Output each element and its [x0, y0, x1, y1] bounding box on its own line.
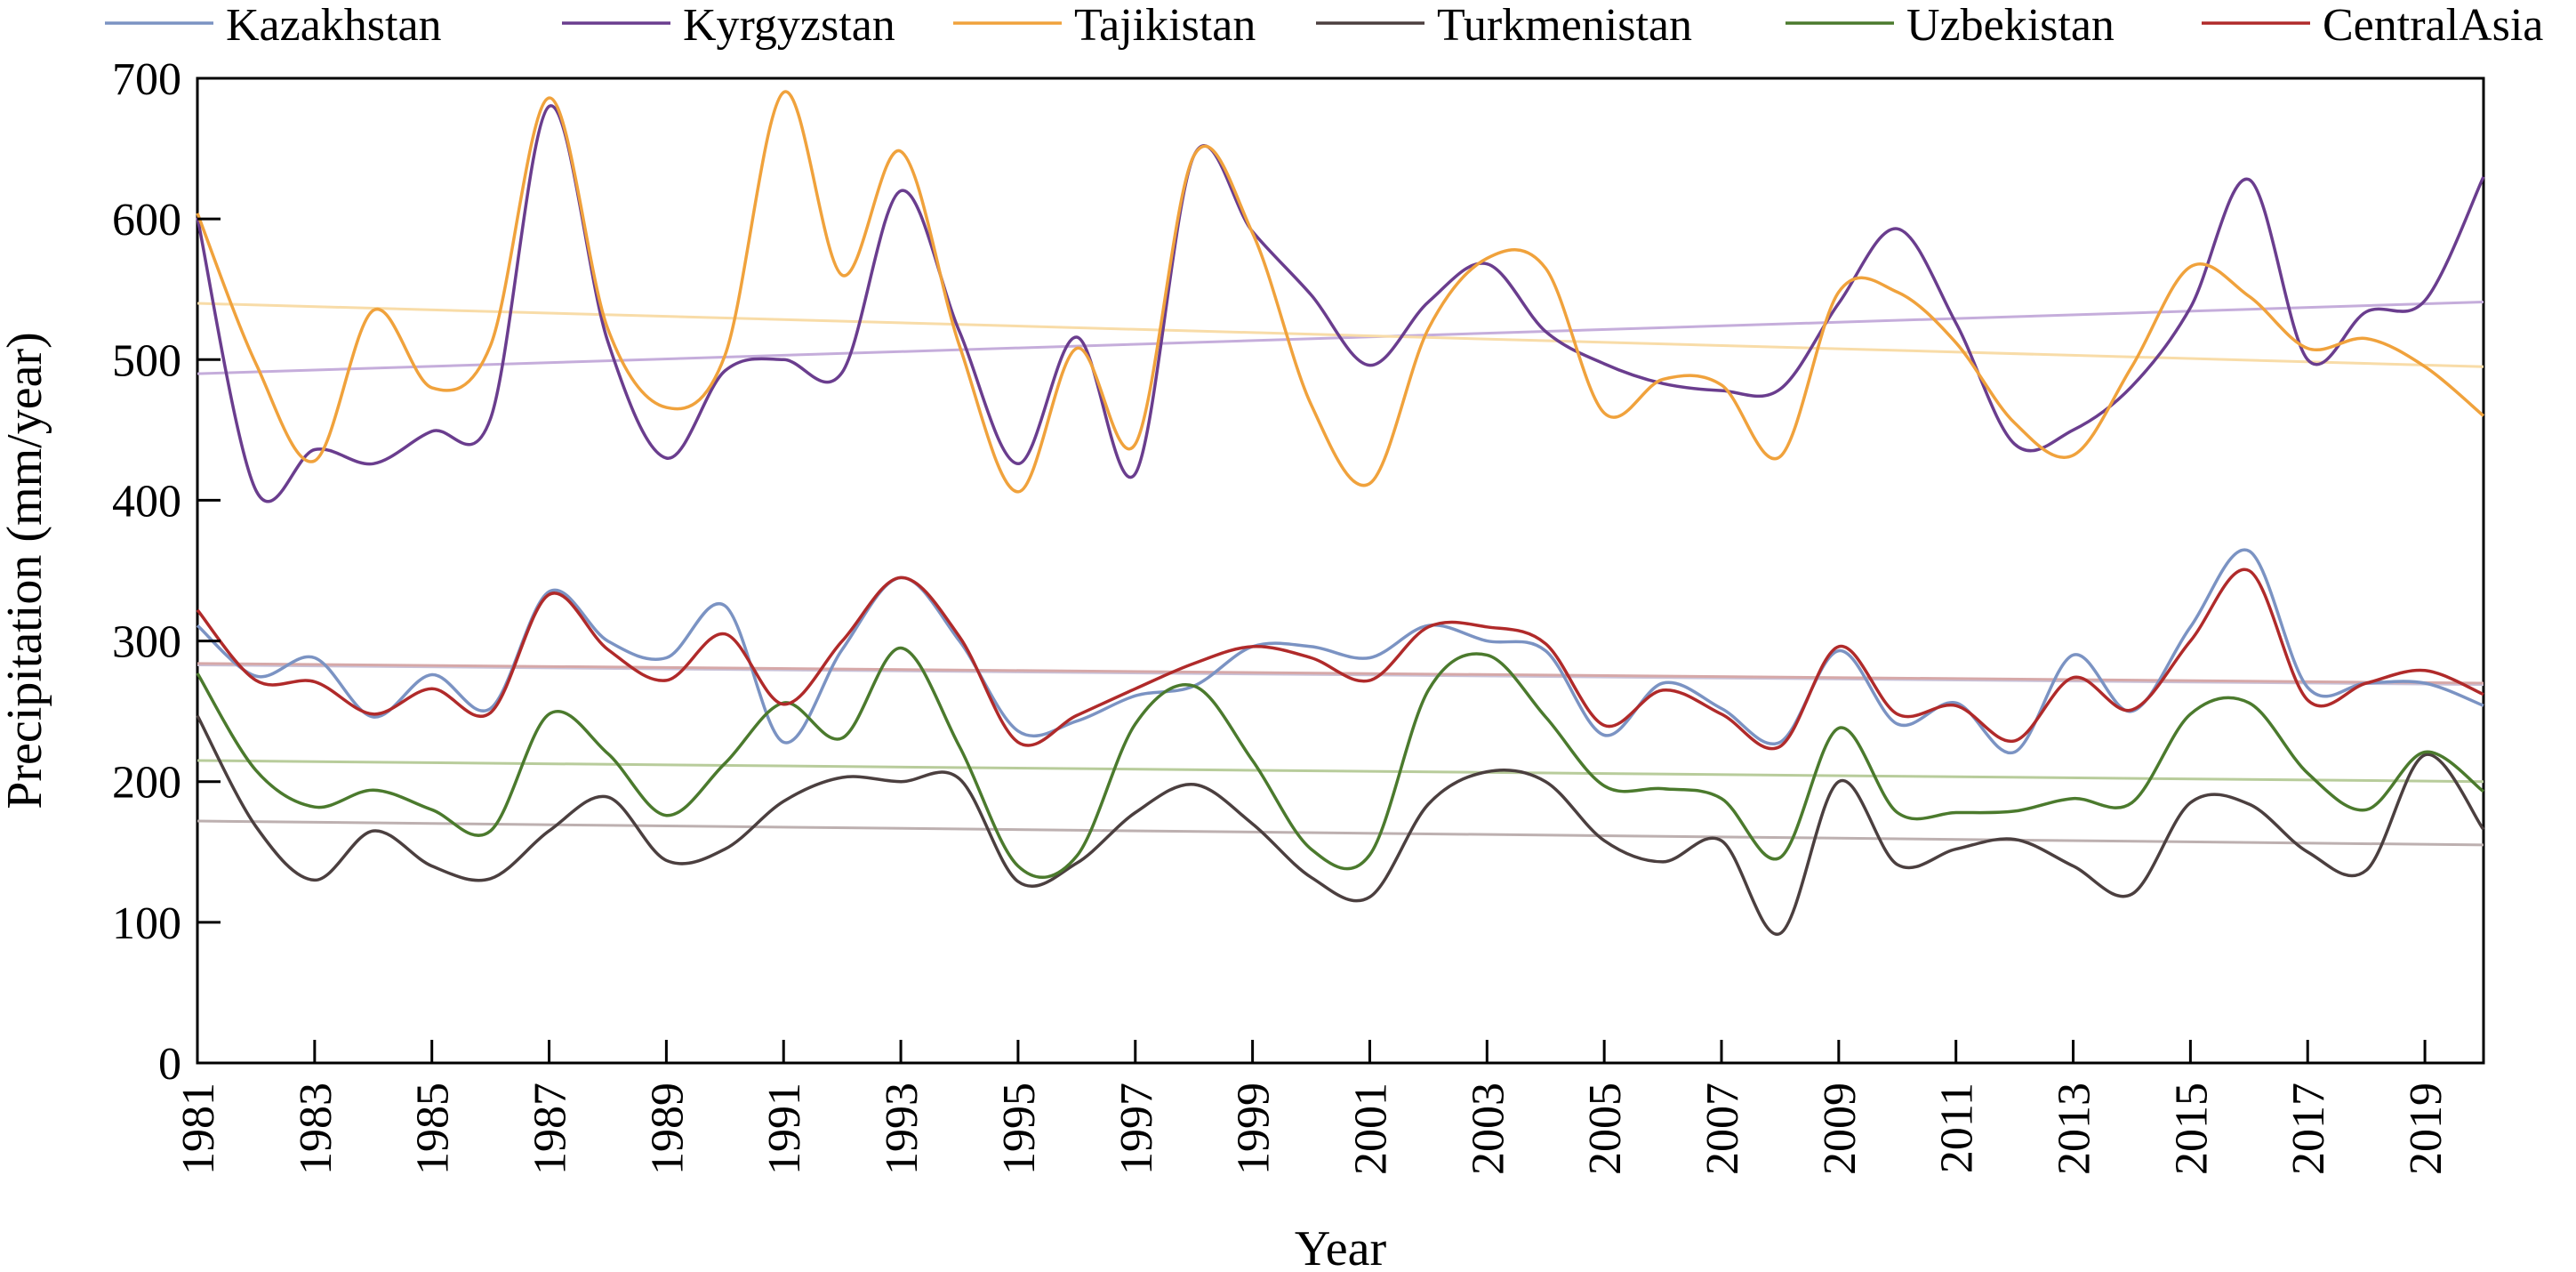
x-tick-label: 2005 — [1580, 1083, 1631, 1175]
x-tick-label: 1993 — [877, 1083, 927, 1175]
x-tick-label: 2013 — [2050, 1083, 2100, 1175]
y-axis-label: Precipitation (mm/year) — [0, 332, 52, 809]
y-tick-label: 700 — [112, 54, 181, 105]
x-tick-label: 2015 — [2166, 1083, 2217, 1175]
x-tick-label: 2007 — [1697, 1083, 1748, 1175]
uzbekistan-trend-line — [197, 759, 2484, 784]
y-tick-label: 200 — [112, 758, 181, 809]
x-tick-label: 1987 — [526, 1083, 576, 1175]
kazakhstan-series-line — [196, 548, 2484, 755]
legend-label-uzbekistan: Uzbekistan — [1906, 0, 2115, 51]
x-tick-label: 1989 — [642, 1083, 693, 1175]
y-axis: 0 100 200 300 400 500 600 700 — [112, 54, 221, 1090]
x-tick-label: 1995 — [994, 1083, 1045, 1175]
legend: Kazakhstan Kyrgyzstan Tajikistan Turkmenist… — [105, 0, 2543, 51]
y-tick-label: 0 — [158, 1039, 181, 1090]
x-axis-label: Year — [1295, 1221, 1387, 1272]
x-tick-label: 1991 — [759, 1083, 810, 1175]
legend-label-tajikistan: Tajikistan — [1074, 0, 1256, 51]
series-lines — [196, 90, 2485, 936]
y-tick-label: 500 — [112, 335, 181, 386]
x-tick-label: 1983 — [291, 1083, 341, 1175]
x-tick-label: 2003 — [1463, 1083, 1513, 1175]
x-tick-label: 2009 — [1815, 1083, 1866, 1175]
x-tick-label: 2001 — [1345, 1083, 1396, 1175]
x-axis: 1981 1983 1985 1987 1989 1991 1993 1995 1997 1999… — [173, 1040, 2452, 1175]
turkmenistan-trend-line — [197, 819, 2484, 847]
legend-label-kazakhstan: Kazakhstan — [226, 0, 442, 51]
kyrgyzstan-series-line — [196, 104, 2485, 503]
legend-label-centralasia: CentralAsia — [2323, 0, 2543, 51]
plot-frame — [196, 76, 2485, 1065]
x-tick-label: 1997 — [1111, 1083, 1162, 1175]
y-tick-label: 300 — [112, 617, 181, 668]
uzbekistan-series-line — [196, 646, 2485, 880]
y-tick-label: 100 — [112, 898, 181, 949]
trend-lines — [197, 300, 2484, 847]
legend-label-kyrgyzstan: Kyrgyzstan — [683, 0, 895, 51]
x-tick-label: 2019 — [2401, 1083, 2452, 1175]
y-tick-label: 600 — [112, 195, 181, 246]
x-tick-label: 1985 — [408, 1083, 459, 1175]
y-tick-label: 400 — [112, 476, 181, 527]
turkmenistan-series-line — [196, 714, 2485, 936]
x-tick-label: 1981 — [173, 1083, 224, 1175]
x-tick-label: 1999 — [1229, 1083, 1280, 1175]
centralasia-series-line — [196, 568, 2484, 751]
tajikistan-series-line — [196, 90, 2485, 494]
x-tick-label: 2011 — [1932, 1083, 1983, 1173]
legend-label-turkmenistan: Turkmenistan — [1437, 0, 1692, 51]
tajikistan-trend-line — [197, 302, 2484, 368]
x-tick-label: 2017 — [2283, 1083, 2334, 1175]
